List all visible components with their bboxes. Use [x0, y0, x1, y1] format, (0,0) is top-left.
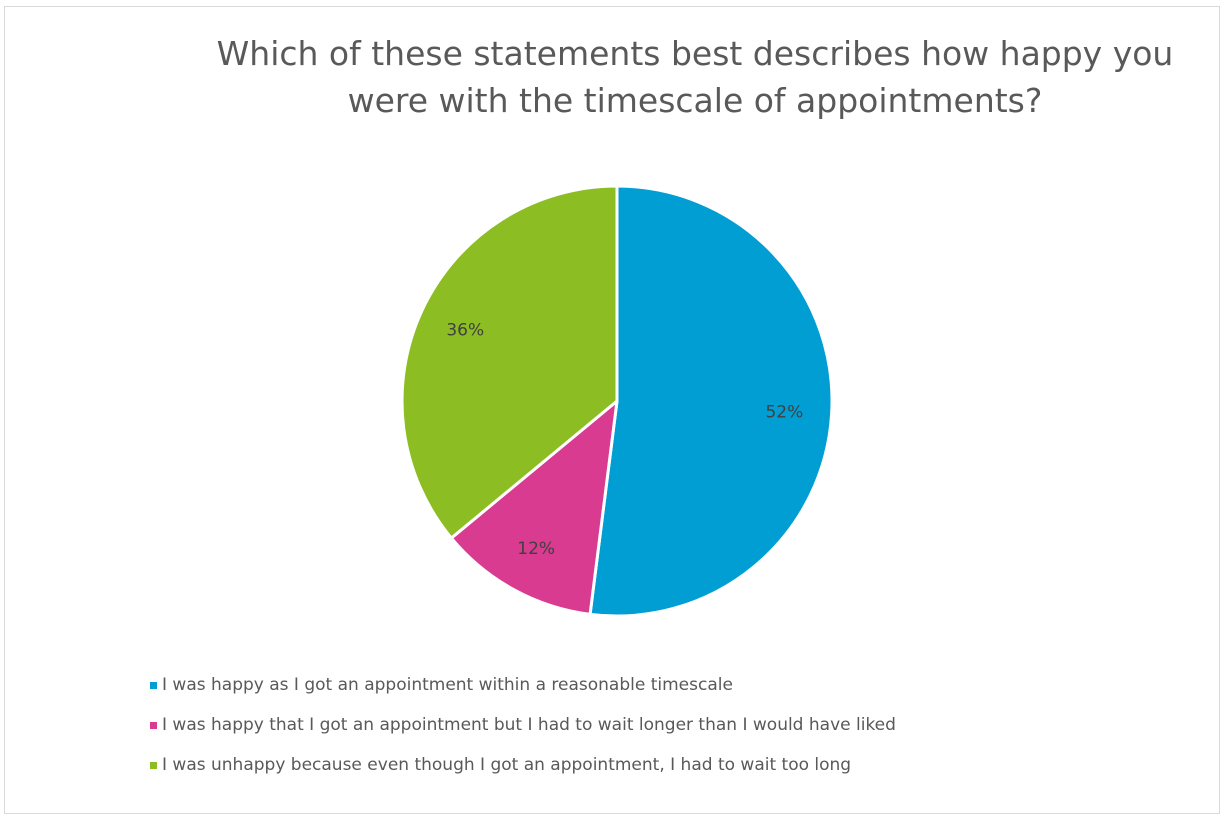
legend-marker-reasonable	[150, 681, 157, 689]
legend-label-reasonable: I was happy as I got an appointment with…	[162, 675, 733, 695]
pie-slices	[400, 184, 834, 618]
legend-item-waited-longer: I was happy that I got an appointment bu…	[150, 705, 896, 745]
legend-item-reasonable: I was happy as I got an appointment with…	[150, 665, 896, 705]
data-label-waited-longer: 12%	[517, 539, 555, 559]
legend-label-waited-longer: I was happy that I got an appointment bu…	[162, 715, 896, 735]
data-label-unhappy: 36%	[446, 321, 484, 341]
legend-label-unhappy: I was unhappy because even though I got …	[162, 755, 852, 775]
legend: I was happy as I got an appointment with…	[150, 665, 896, 785]
pie-slice-waited-longer	[449, 399, 619, 616]
legend-item-unhappy: I was unhappy because even though I got …	[150, 745, 896, 785]
pie-slice-reasonable	[588, 184, 834, 618]
pie-slice-unhappy	[400, 184, 619, 540]
legend-marker-unhappy	[150, 761, 157, 769]
slice-labels: 52% 12% 36%	[446, 321, 803, 559]
legend-marker-waited-longer	[150, 721, 157, 729]
data-label-reasonable: 52%	[765, 403, 803, 423]
chart-title: Which of these statements best describes…	[216, 34, 1174, 120]
